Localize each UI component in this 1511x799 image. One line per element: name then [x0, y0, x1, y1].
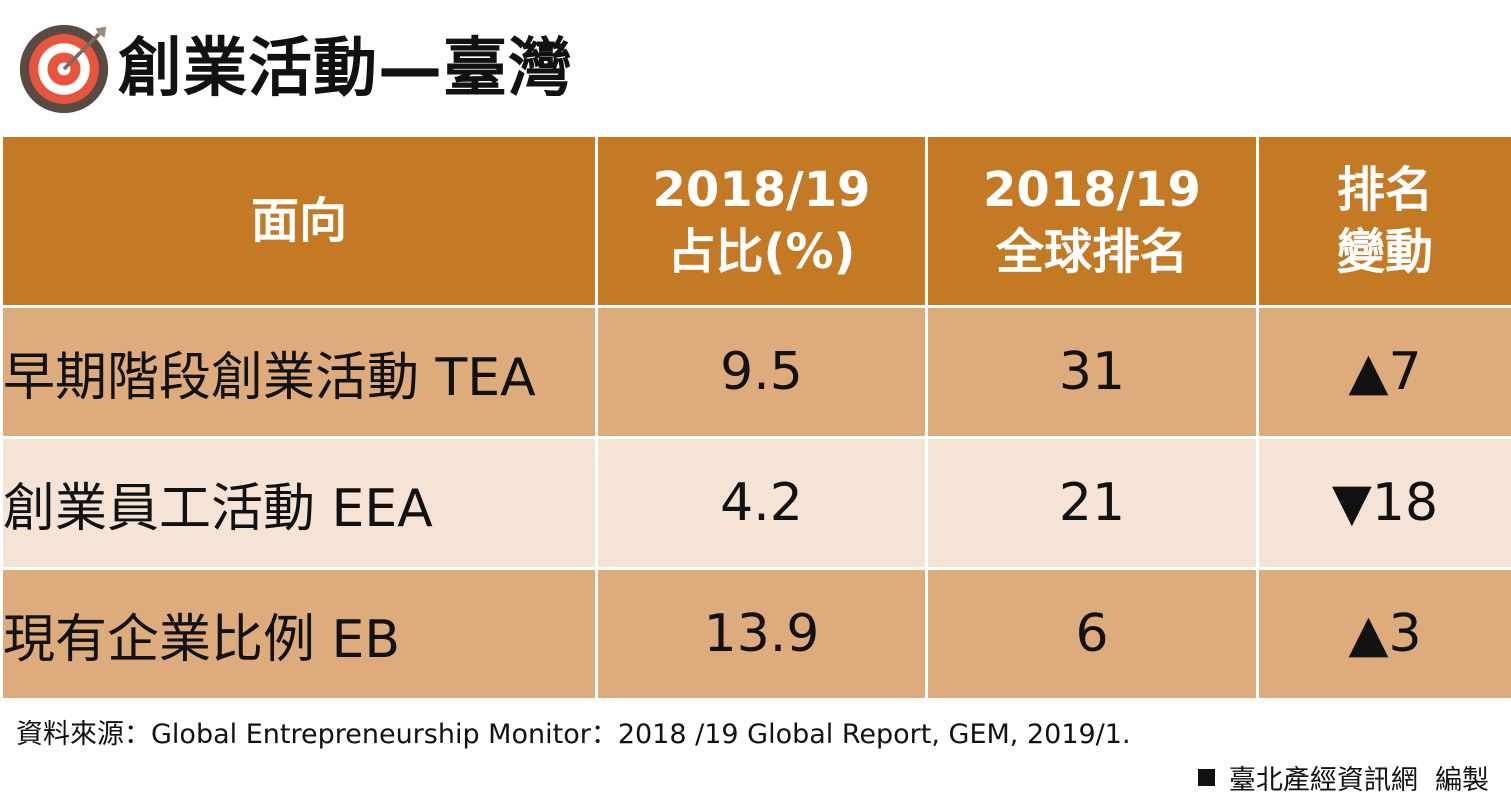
credit-text: 臺北產經資訊網 編製: [1228, 765, 1489, 796]
row-share: 13.9: [595, 567, 928, 701]
title-row: 創業活動—臺灣: [18, 14, 573, 124]
row-rank: 31: [925, 305, 1259, 439]
target-icon: [19, 24, 109, 114]
row-share: 9.5: [595, 305, 928, 439]
column-header-share: 2018/19 占比(%): [595, 134, 928, 308]
row-rank-change: ▼18: [1256, 436, 1511, 570]
column-header-rank-change: 排名 變動: [1256, 134, 1511, 308]
column-header-aspect: 面向: [0, 134, 598, 308]
table-row: 早期階段創業活動 TEA 9.5 31 ▲7: [0, 305, 1511, 439]
row-rank: 21: [925, 436, 1259, 570]
row-share: 4.2: [595, 436, 928, 570]
source-note: 資料來源：Global Entrepreneurship Monitor：201…: [16, 719, 1131, 750]
table-row: 創業員工活動 EEA 4.2 21 ▼18: [0, 436, 1511, 570]
credit-line: 臺北產經資訊網 編製: [1197, 758, 1489, 797]
row-rank: 6: [925, 567, 1259, 701]
column-header-global-rank: 2018/19 全球排名: [925, 134, 1259, 308]
table-row: 現有企業比例 EB 13.9 6 ▲3: [0, 567, 1511, 701]
data-table: 面向 2018/19 占比(%) 2018/19 全球排名 排名 變動 早期階段…: [0, 134, 1511, 701]
row-aspect: 早期階段創業活動 TEA: [0, 305, 598, 439]
black-square-icon: [1197, 769, 1215, 786]
row-aspect: 現有企業比例 EB: [0, 567, 598, 701]
row-aspect: 創業員工活動 EEA: [0, 436, 598, 570]
table-header-row: 面向 2018/19 占比(%) 2018/19 全球排名 排名 變動: [0, 134, 1511, 308]
row-rank-change: ▲3: [1256, 567, 1511, 701]
row-rank-change: ▲7: [1256, 305, 1511, 439]
page-title: 創業活動—臺灣: [118, 32, 573, 106]
